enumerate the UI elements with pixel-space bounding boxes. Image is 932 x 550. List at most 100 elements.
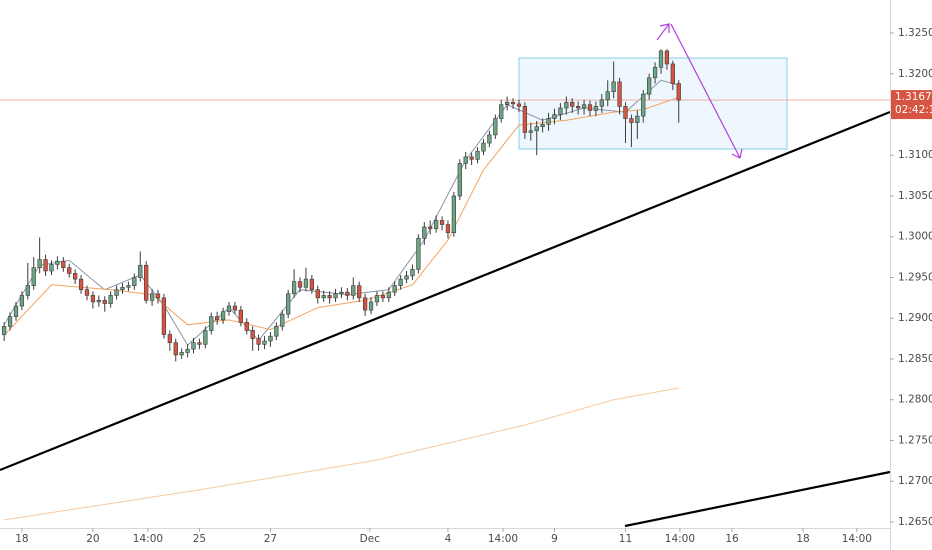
- y-tick-label: 1.29000: [898, 312, 932, 324]
- candle-body: [422, 226, 427, 239]
- candle-body: [416, 238, 421, 270]
- candle-body: [611, 81, 616, 92]
- trend-line: [0, 110, 891, 472]
- candle-body: [581, 104, 587, 109]
- candle-body: [516, 103, 522, 107]
- x-tick-label: 14:00: [665, 533, 695, 545]
- candle-body: [120, 286, 125, 291]
- candle-body: [232, 305, 238, 311]
- candle-body: [499, 104, 504, 119]
- candle-body: [167, 334, 172, 343]
- candle-body: [49, 264, 54, 272]
- candle-body: [138, 264, 143, 278]
- candle-body: [203, 330, 208, 345]
- candle-body: [215, 316, 220, 321]
- y-tick-label: 1.32500: [898, 27, 932, 39]
- candle-body: [303, 278, 309, 288]
- candle-body: [114, 289, 119, 296]
- candle-body: [599, 99, 604, 107]
- x-tick-label: 20: [86, 533, 99, 545]
- candle-body: [286, 293, 291, 315]
- moving-average: [4, 387, 679, 521]
- x-tick-label: 9: [551, 533, 558, 545]
- candle-body: [635, 115, 640, 123]
- candle-body: [504, 101, 510, 106]
- y-tick-label: 1.28500: [898, 353, 932, 365]
- candle-body: [209, 316, 214, 331]
- candle-body: [528, 130, 533, 133]
- candle-body: [552, 114, 557, 119]
- x-tick-label: 18: [796, 533, 809, 545]
- candle-body: [191, 342, 196, 350]
- candle-body: [540, 123, 545, 128]
- candle-body: [274, 326, 279, 337]
- candle-body: [664, 50, 670, 65]
- candle-body: [593, 106, 599, 111]
- candle-body: [428, 226, 433, 229]
- candle-body: [481, 142, 486, 152]
- candle-body: [31, 267, 36, 286]
- y-tick-label: 1.27000: [898, 475, 932, 487]
- candle-body: [102, 300, 107, 304]
- candle-body: [676, 83, 681, 101]
- x-tick-label: 14:00: [133, 533, 163, 545]
- candle-body: [380, 295, 386, 299]
- candle-body: [333, 293, 338, 299]
- candle-body: [392, 285, 397, 293]
- candle-body: [321, 295, 326, 299]
- candle-body: [149, 293, 155, 301]
- candle-body: [404, 275, 409, 280]
- countdown-label: 02:42:15: [895, 104, 932, 116]
- price-label: 1.31677: [895, 91, 932, 103]
- drawings: [0, 23, 891, 528]
- candle-body: [19, 295, 25, 307]
- candle-body: [280, 313, 285, 327]
- x-tick-label: 14:00: [488, 533, 518, 545]
- y-tick-label: 1.32000: [898, 68, 932, 80]
- candle-body: [13, 305, 19, 317]
- candle-body: [463, 156, 468, 164]
- y-tick-label: 1.29500: [898, 271, 932, 283]
- y-tick-label: 1.28000: [898, 394, 932, 406]
- candle-body: [576, 106, 581, 109]
- candle-body: [179, 352, 184, 356]
- candle-body: [238, 309, 243, 323]
- candle-body: [7, 316, 13, 327]
- price-label-box: [891, 90, 932, 120]
- x-tick-label: 27: [264, 533, 277, 545]
- y-tick-label: 1.27500: [898, 434, 932, 446]
- x-tick-label: Dec: [360, 533, 381, 545]
- x-tick-label: 14:00: [842, 533, 872, 545]
- candle-body: [315, 289, 320, 299]
- candle-body: [2, 326, 7, 335]
- candle-body: [558, 107, 563, 115]
- x-tick-label: 18: [15, 533, 28, 545]
- x-tick-label: 11: [619, 533, 632, 545]
- candle-body: [398, 278, 403, 286]
- candle-body: [173, 342, 178, 356]
- candle-body: [546, 118, 551, 125]
- candle-body: [220, 311, 226, 321]
- y-tick-label: 1.26500: [898, 516, 932, 528]
- candle-body: [297, 281, 303, 288]
- candle-body: [37, 259, 42, 269]
- candle-body: [439, 220, 445, 225]
- candle-body: [522, 106, 528, 133]
- candle-body: [587, 104, 593, 111]
- candle-body: [262, 340, 267, 345]
- trend-line: [624, 470, 891, 528]
- candle-body: [469, 156, 474, 160]
- candle-body: [132, 277, 137, 286]
- candle-body: [43, 259, 48, 272]
- x-tick-label: 16: [725, 533, 739, 545]
- candle-body: [339, 291, 344, 295]
- candle-body: [570, 101, 575, 107]
- candle-body: [185, 348, 190, 353]
- candle-body: [84, 289, 90, 296]
- candle-body: [161, 297, 167, 335]
- plot: [0, 49, 890, 521]
- candle-body: [250, 330, 255, 339]
